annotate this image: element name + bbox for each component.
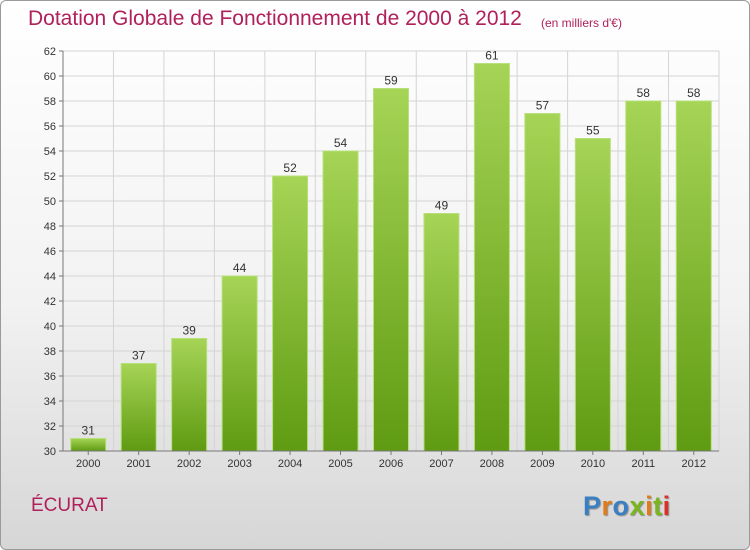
bar-value-label: 58 xyxy=(687,86,701,100)
bar xyxy=(675,100,712,452)
y-tick-label: 34 xyxy=(44,396,56,408)
x-tick-label: 2012 xyxy=(682,458,706,470)
x-tick-label: 2009 xyxy=(530,458,554,470)
x-tick-label: 2003 xyxy=(227,458,251,470)
y-tick-label: 46 xyxy=(44,246,56,258)
y-tick-label: 58 xyxy=(44,96,56,108)
logo-letter: r xyxy=(601,491,613,521)
bar xyxy=(221,275,258,452)
bar-value-label: 61 xyxy=(485,49,499,63)
logo-letter: o xyxy=(612,491,630,521)
x-tick-label: 2008 xyxy=(480,458,504,470)
x-tick-label: 2004 xyxy=(278,458,302,470)
x-tick-label: 2005 xyxy=(328,458,352,470)
x-tick-label: 2001 xyxy=(126,458,150,470)
chart-unit: (en milliers d'€) xyxy=(541,16,622,30)
bar-value-label: 55 xyxy=(586,124,600,138)
y-tick-label: 48 xyxy=(44,221,56,233)
bar-value-label: 44 xyxy=(233,261,247,275)
bar xyxy=(524,113,561,452)
x-tick-label: 2000 xyxy=(76,458,100,470)
bar xyxy=(120,363,157,452)
y-tick-label: 54 xyxy=(44,146,56,158)
x-tick-label: 2010 xyxy=(581,458,605,470)
bar-value-label: 59 xyxy=(384,74,398,88)
y-tick-label: 36 xyxy=(44,371,56,383)
y-tick-label: 56 xyxy=(44,121,56,133)
chart-title: Dotation Globale de Fonctionnement de 20… xyxy=(28,7,522,30)
bar-value-label: 58 xyxy=(637,86,651,100)
x-tick-label: 2011 xyxy=(631,458,655,470)
bar xyxy=(171,338,208,452)
bar xyxy=(373,88,409,452)
y-tick-label: 60 xyxy=(44,71,56,83)
y-tick-label: 42 xyxy=(44,296,56,308)
proxiti-logo: Proxiti xyxy=(583,491,671,522)
y-tick-label: 44 xyxy=(44,271,56,283)
bar-value-label: 57 xyxy=(536,99,550,113)
bar-value-label: 54 xyxy=(334,136,348,150)
y-tick-label: 52 xyxy=(44,171,56,183)
bar-value-label: 52 xyxy=(283,161,297,175)
bar xyxy=(473,63,510,452)
bar xyxy=(70,438,107,452)
bar xyxy=(322,150,359,452)
logo-letter: P xyxy=(583,491,602,521)
bar-value-label: 31 xyxy=(82,424,96,438)
commune-name: ÉCURAT xyxy=(31,495,108,516)
y-tick-label: 50 xyxy=(44,196,56,208)
y-tick-label: 32 xyxy=(44,421,56,433)
bar xyxy=(272,175,309,452)
bar xyxy=(574,138,611,452)
logo-letter: t xyxy=(653,491,663,521)
x-tick-label: 2002 xyxy=(177,458,201,470)
x-tick-label: 2006 xyxy=(379,458,403,470)
y-tick-label: 38 xyxy=(44,346,56,358)
bar-value-label: 37 xyxy=(132,349,146,363)
y-tick-label: 40 xyxy=(44,321,56,333)
logo-letter: i xyxy=(662,491,671,521)
bar xyxy=(423,213,460,452)
logo-letter: x xyxy=(629,491,646,521)
bar xyxy=(625,100,662,452)
logo-letter: i xyxy=(645,491,654,521)
bar-value-label: 49 xyxy=(435,199,449,213)
y-tick-label: 30 xyxy=(44,446,56,458)
y-tick-label: 62 xyxy=(44,46,56,58)
bar-value-label: 39 xyxy=(182,324,196,338)
x-tick-label: 2007 xyxy=(429,458,453,470)
